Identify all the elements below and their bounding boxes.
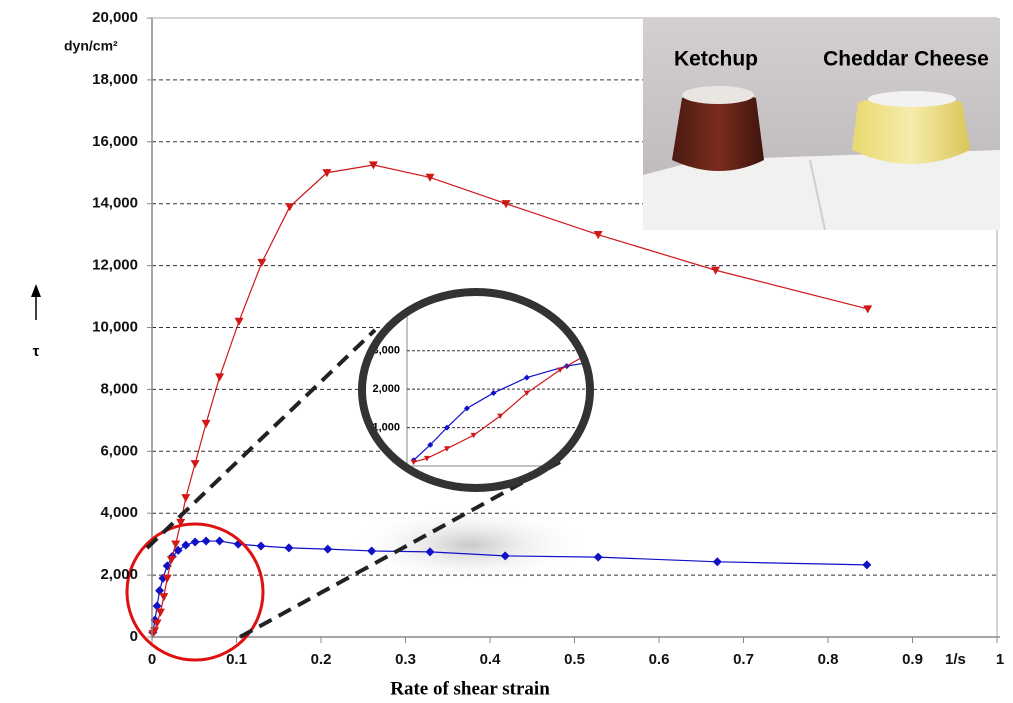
x-tick-label: 0.9	[902, 651, 923, 668]
chart: 1/s dyn/cm² Rate of shear strain τ 1,000…	[0, 0, 1013, 703]
x-unit: 1/s	[945, 651, 966, 668]
x-tick-label: 0.6	[649, 651, 670, 668]
callout-line	[147, 330, 375, 548]
marker	[670, 291, 676, 296]
marker	[156, 609, 165, 617]
marker	[744, 248, 750, 253]
y-tick-label: 16,000	[92, 133, 138, 150]
marker	[590, 348, 596, 353]
marker	[284, 543, 293, 552]
zoom-tick-label: 2,000	[372, 383, 400, 395]
x-tick-label: 1	[996, 651, 1004, 668]
x-tick-label: 0.2	[311, 651, 332, 668]
shadow	[350, 505, 590, 585]
marker	[830, 344, 836, 350]
marker	[181, 494, 190, 502]
y-arrow-head	[31, 284, 41, 297]
marker	[159, 593, 168, 601]
y-unit: dyn/cm²	[64, 38, 118, 54]
marker	[235, 318, 244, 326]
x-axis-label: Rate of shear strain	[390, 678, 550, 699]
photo: Ketchup Cheddar Cheese	[643, 18, 1000, 230]
x-tick-label: 0.8	[818, 651, 839, 668]
y-tick-label: 20,000	[92, 9, 138, 26]
marker	[191, 537, 200, 546]
marker	[863, 305, 872, 313]
marker	[630, 321, 636, 326]
marker	[426, 174, 435, 182]
legend-label: Ketchup	[674, 48, 758, 71]
marker	[744, 345, 750, 351]
marker	[670, 349, 676, 355]
y-axis-label: τ	[33, 343, 40, 360]
y-tick-label: 8,000	[100, 380, 138, 397]
marker	[215, 537, 224, 546]
plate	[682, 86, 754, 104]
marker	[713, 557, 722, 566]
y-tick-label: 2,000	[100, 566, 138, 583]
marker	[285, 203, 294, 211]
x-tick-label: 0.1	[226, 651, 247, 668]
y-tick-label: 18,000	[92, 71, 138, 88]
y-tick-label: 0	[130, 628, 138, 645]
marker	[937, 344, 943, 350]
x-tick-label: 0.5	[564, 651, 585, 668]
marker	[215, 373, 224, 381]
x-tick-label: 0.3	[395, 651, 416, 668]
legend-label: Cheddar Cheese	[823, 48, 989, 71]
marker	[594, 553, 603, 562]
y-tick-label: 10,000	[92, 318, 138, 335]
x-tick-label: 0.4	[480, 651, 502, 668]
marker	[202, 420, 211, 428]
marker	[181, 541, 190, 550]
marker	[862, 560, 871, 569]
x-tick-label: 0.7	[733, 651, 754, 668]
plate	[868, 91, 956, 107]
marker	[323, 545, 332, 554]
marker	[257, 542, 266, 551]
y-tick-label: 14,000	[92, 195, 138, 212]
marker	[610, 355, 616, 361]
marker	[202, 537, 211, 546]
y-tick-label: 4,000	[100, 504, 138, 521]
marker	[191, 460, 200, 468]
y-tick-label: 6,000	[100, 442, 138, 459]
x-tick-label: 0	[148, 651, 156, 668]
y-tick-label: 12,000	[92, 257, 138, 274]
